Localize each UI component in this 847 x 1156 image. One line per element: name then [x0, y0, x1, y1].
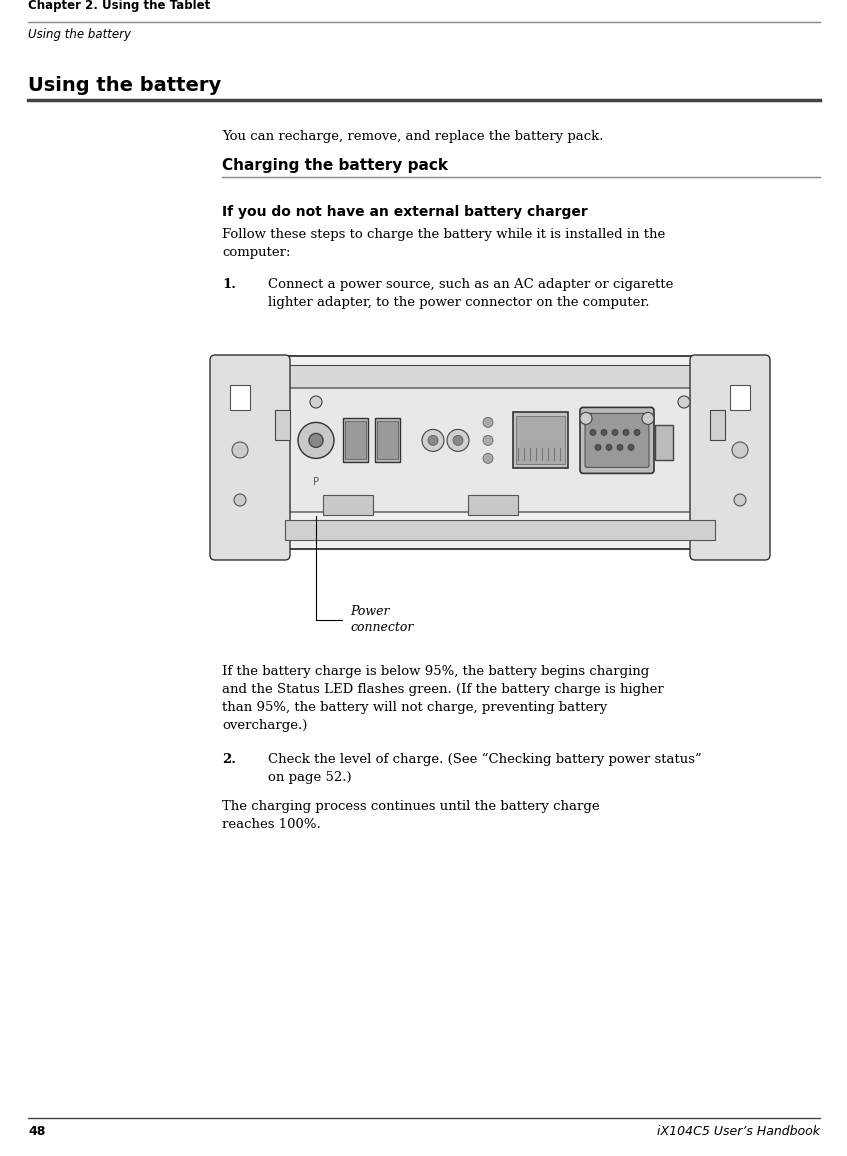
Text: If the battery charge is below 95%, the battery begins charging
and the Status L: If the battery charge is below 95%, the …: [222, 665, 664, 732]
Text: Charging the battery pack: Charging the battery pack: [222, 158, 448, 173]
Bar: [275, 410, 290, 440]
Circle shape: [601, 429, 607, 436]
Bar: [323, 495, 373, 516]
FancyBboxPatch shape: [276, 356, 724, 549]
Circle shape: [732, 442, 748, 458]
FancyBboxPatch shape: [585, 414, 649, 467]
Circle shape: [590, 429, 596, 436]
Circle shape: [617, 444, 623, 451]
Bar: [375, 418, 400, 462]
FancyBboxPatch shape: [210, 355, 290, 560]
Text: P: P: [313, 477, 319, 487]
Text: Using the battery: Using the battery: [28, 28, 131, 40]
Text: If you do not have an external battery charger: If you do not have an external battery c…: [222, 205, 588, 218]
Circle shape: [422, 429, 444, 451]
Circle shape: [595, 444, 601, 451]
Bar: [343, 418, 368, 462]
Text: Check the level of charge. (See “Checking battery power status”
on page 52.): Check the level of charge. (See “Checkin…: [268, 753, 702, 784]
Circle shape: [447, 429, 469, 451]
Bar: [377, 422, 398, 459]
Text: 2.: 2.: [222, 753, 236, 766]
Text: Connect a power source, such as an AC adapter or cigarette
lighter adapter, to t: Connect a power source, such as an AC ad…: [268, 277, 673, 309]
Circle shape: [483, 453, 493, 464]
Circle shape: [642, 413, 654, 424]
Text: connector: connector: [350, 621, 413, 633]
Text: Chapter 2. Using the Tablet: Chapter 2. Using the Tablet: [28, 0, 210, 12]
Text: 48: 48: [28, 1125, 46, 1138]
Circle shape: [483, 436, 493, 445]
Circle shape: [580, 413, 592, 424]
Text: Follow these steps to charge the battery while it is installed in the
computer:: Follow these steps to charge the battery…: [222, 228, 665, 259]
Circle shape: [309, 434, 323, 447]
Circle shape: [428, 436, 438, 445]
Circle shape: [634, 429, 640, 436]
Text: Using the battery: Using the battery: [28, 76, 221, 95]
Circle shape: [483, 417, 493, 428]
Circle shape: [232, 442, 248, 458]
Circle shape: [612, 429, 618, 436]
Bar: [345, 422, 366, 459]
Bar: [516, 416, 565, 465]
Bar: [730, 385, 750, 410]
FancyBboxPatch shape: [690, 355, 770, 560]
Text: You can recharge, remove, and replace the battery pack.: You can recharge, remove, and replace th…: [222, 129, 604, 143]
Circle shape: [310, 397, 322, 408]
Circle shape: [678, 397, 690, 408]
FancyBboxPatch shape: [286, 388, 714, 512]
Text: The charging process continues until the battery charge
reaches 100%.: The charging process continues until the…: [222, 800, 600, 831]
Circle shape: [234, 494, 246, 506]
Circle shape: [453, 436, 463, 445]
Circle shape: [606, 444, 612, 451]
Bar: [285, 365, 715, 390]
Bar: [230, 385, 250, 410]
Circle shape: [628, 444, 634, 451]
Text: Power: Power: [350, 605, 390, 618]
Text: iX104C5 User’s Handbook: iX104C5 User’s Handbook: [657, 1125, 820, 1138]
Circle shape: [298, 422, 334, 459]
Bar: [285, 520, 715, 540]
FancyBboxPatch shape: [580, 407, 654, 474]
Bar: [655, 425, 673, 460]
Text: 1.: 1.: [222, 277, 236, 291]
Bar: [468, 495, 518, 516]
Circle shape: [734, 494, 746, 506]
Bar: [513, 413, 568, 468]
Bar: [710, 410, 725, 440]
Circle shape: [623, 429, 629, 436]
